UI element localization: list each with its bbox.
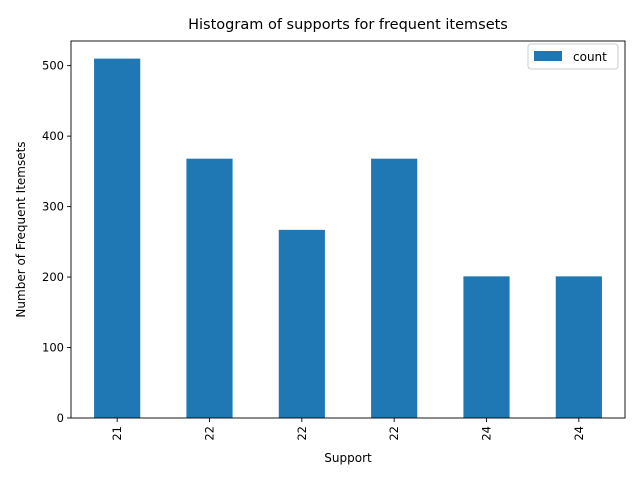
plot-frame	[70, 40, 626, 419]
x-tick-label: 22	[203, 426, 217, 441]
bar-0	[94, 58, 141, 418]
bar-5	[555, 276, 602, 418]
x-tick-label: 22	[387, 426, 401, 441]
x-axis: 21 22 22 22 24 24	[110, 418, 586, 441]
bar-1	[186, 158, 233, 419]
y-axis: 0 100 200 300 400 500	[42, 59, 71, 425]
x-tick-label: 22	[295, 426, 309, 441]
bar-2	[278, 229, 325, 418]
y-tick-label: 200	[42, 270, 64, 284]
y-tick-label: 300	[42, 200, 64, 214]
y-tick-label: 500	[42, 59, 64, 73]
x-axis-label: Support	[324, 451, 372, 465]
legend-box	[527, 43, 619, 70]
chart-title: Histogram of supports for frequent items…	[188, 17, 508, 33]
x-tick-label: 21	[110, 426, 124, 441]
bar-3	[371, 158, 418, 419]
legend-swatch	[534, 51, 562, 61]
bars-group	[94, 58, 602, 419]
y-tick-label: 0	[57, 411, 64, 425]
x-tick-label: 24	[480, 426, 494, 441]
y-tick-label: 100	[42, 341, 64, 355]
legend: count	[527, 43, 619, 70]
legend-label-count: count	[573, 50, 607, 64]
y-axis-label: Number of Frequent Itemsets	[14, 141, 28, 317]
bar-4	[463, 276, 510, 418]
x-tick-label: 24	[572, 426, 586, 441]
y-tick-label: 400	[42, 129, 64, 143]
